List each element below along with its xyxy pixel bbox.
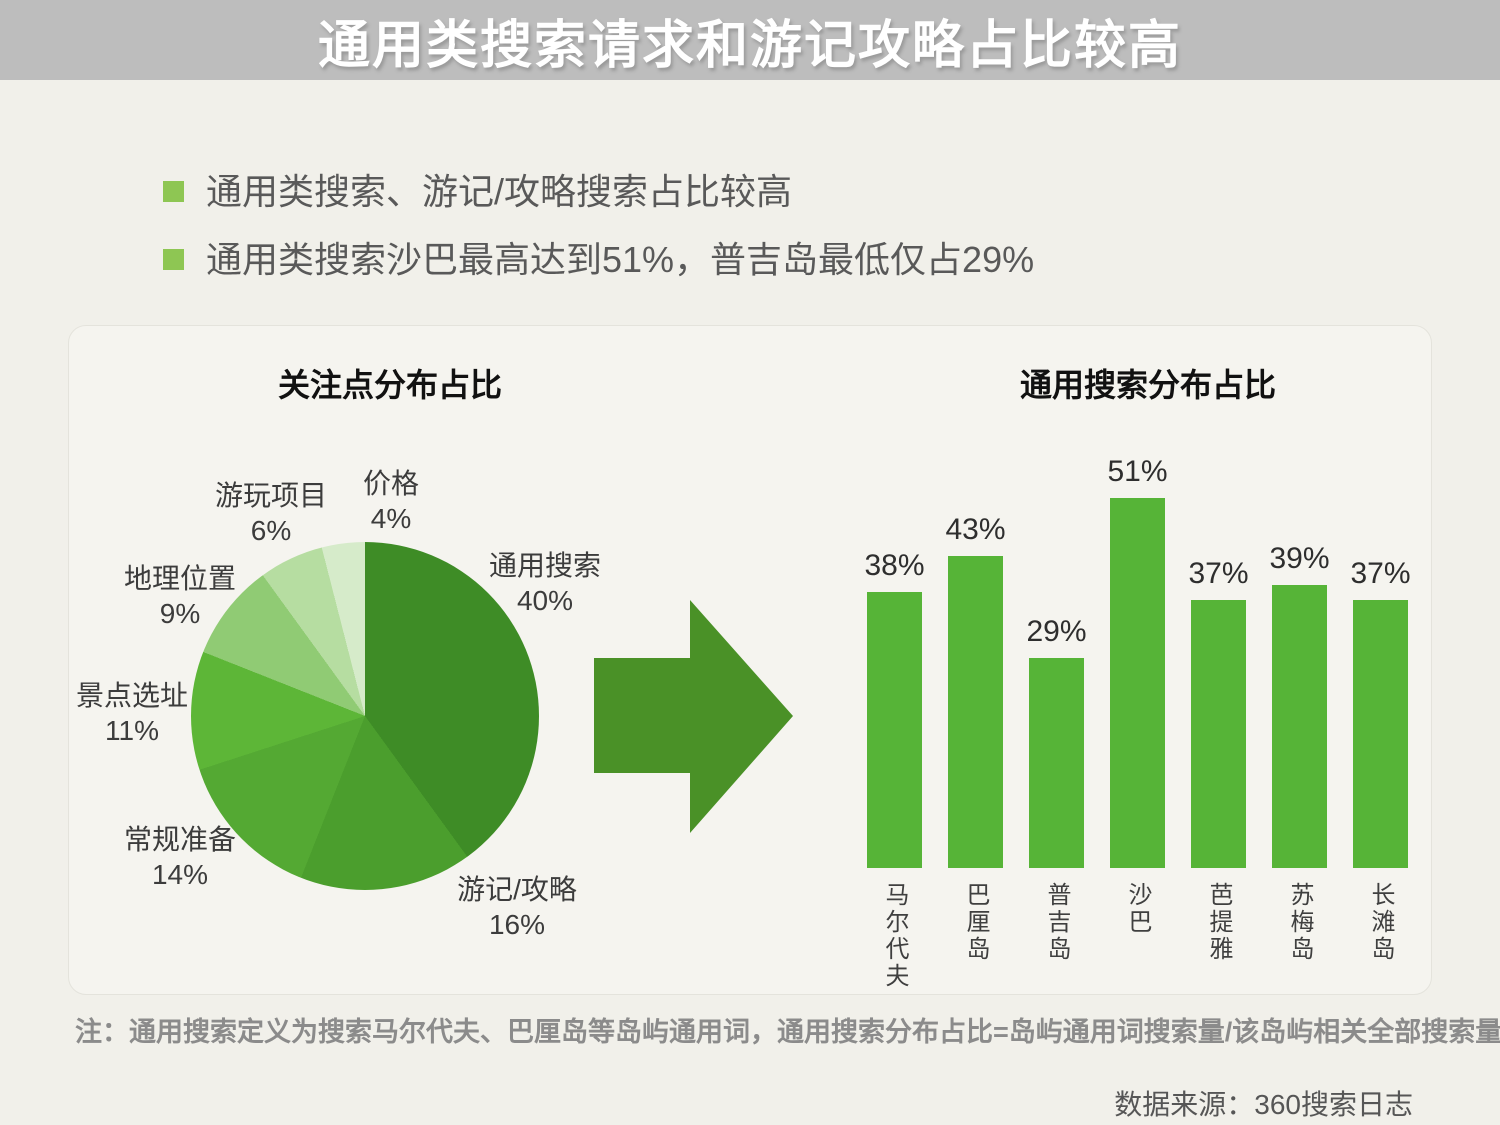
bar-column: 29% <box>1016 615 1097 868</box>
pie-label: 游玩项目 6% <box>161 478 381 548</box>
bar-column: 37% <box>1340 557 1421 868</box>
bullet-item: 通用类搜索沙巴最高达到51%，普吉岛最低仅占29% <box>163 240 1034 280</box>
pie-label: 地理位置 9% <box>70 561 290 631</box>
bullet-square-icon <box>163 249 184 270</box>
bullet-square-icon <box>163 181 184 202</box>
bar-value-label: 37% <box>1350 557 1411 590</box>
bar-fill <box>1272 585 1327 868</box>
bullet-text: 通用类搜索沙巴最高达到51%，普吉岛最低仅占29% <box>206 239 1035 280</box>
pie-slice-name: 游玩项目 <box>214 480 327 511</box>
pie-slice-name: 价格 <box>362 468 419 499</box>
pie-chart-title: 关注点分布占比 <box>277 367 502 403</box>
pie-label: 景点选址 11% <box>22 678 242 748</box>
footnote: 注：通用搜索定义为搜索马尔代夫、巴厘岛等岛屿通用词，通用搜索分布占比=岛屿通用词… <box>75 1017 1500 1047</box>
bar-column: 43% <box>935 513 1016 868</box>
bar-fill <box>948 556 1003 868</box>
bar-category: 巴厘岛 <box>962 882 989 963</box>
header: 通用类搜索请求和游记攻略占比较高 <box>0 0 1500 80</box>
bar-column: 51% <box>1097 455 1178 868</box>
bar-category: 沙巴 <box>1124 882 1151 936</box>
pie-slice-name: 通用搜索 <box>488 550 601 581</box>
bar-value-label: 37% <box>1188 557 1249 590</box>
bar-column: 39% <box>1259 542 1340 868</box>
pie-label: 价格 4% <box>281 466 501 536</box>
bullet-text: 通用类搜索、游记/攻略搜索占比较高 <box>206 171 793 212</box>
bullet-item: 通用类搜索、游记/攻略搜索占比较高 <box>163 172 792 212</box>
bar-category: 马尔代夫 <box>881 882 908 990</box>
bar-column: 37% <box>1178 557 1259 868</box>
pie-slice-value: 11% <box>105 715 159 746</box>
pie-slice-value: 14% <box>151 859 209 890</box>
bar-fill <box>1110 498 1165 868</box>
pie-slice-name: 景点选址 <box>75 680 188 711</box>
pie-label: 游记/攻略 16% <box>407 872 627 942</box>
right-arrow-shape <box>594 600 793 833</box>
page-title: 通用类搜索请求和游记攻略占比较高 <box>317 16 1182 75</box>
pie-slice-name: 游记/攻略 <box>457 874 577 905</box>
pie-slice-value: 16% <box>488 909 546 940</box>
bar-fill <box>1191 600 1246 868</box>
bar-fill <box>1029 658 1084 868</box>
pie-chart <box>191 542 539 890</box>
bar-value-label: 51% <box>1107 455 1168 488</box>
bar-fill <box>1353 600 1408 868</box>
pie-label: 通用搜索 40% <box>435 548 655 618</box>
pie-slice-value: 40% <box>516 585 574 616</box>
bar-value-label: 38% <box>864 549 925 582</box>
bar-category: 普吉岛 <box>1043 882 1070 963</box>
bar-column: 38% <box>854 549 935 868</box>
bar-value-label: 43% <box>945 513 1006 546</box>
pie-slice-value: 9% <box>159 598 201 629</box>
bar-value-label: 39% <box>1269 542 1330 575</box>
bar-fill <box>867 592 922 868</box>
bar-value-label: 29% <box>1026 615 1087 648</box>
data-source: 数据来源：360搜索日志 <box>1114 1089 1413 1120</box>
bar-category: 芭提雅 <box>1205 882 1232 963</box>
pie-slice-name: 常规准备 <box>123 824 236 855</box>
right-arrow-icon <box>593 600 793 834</box>
pie-slice-value: 4% <box>370 503 412 534</box>
bar-chart: 38% 43% 29% 51% 37% 39% 37% <box>854 455 1421 868</box>
bar-chart-title: 通用搜索分布占比 <box>1019 367 1276 403</box>
bar-category: 苏梅岛 <box>1286 882 1313 963</box>
pie-slice-value: 6% <box>250 515 292 546</box>
pie-label: 常规准备 14% <box>70 822 290 892</box>
bar-category-labels: 马尔代夫 巴厘岛 普吉岛 沙巴 芭提雅 苏梅岛 长滩岛 <box>854 882 1421 1017</box>
bar-category: 长滩岛 <box>1367 882 1394 963</box>
pie-slice-name: 地理位置 <box>123 563 236 594</box>
